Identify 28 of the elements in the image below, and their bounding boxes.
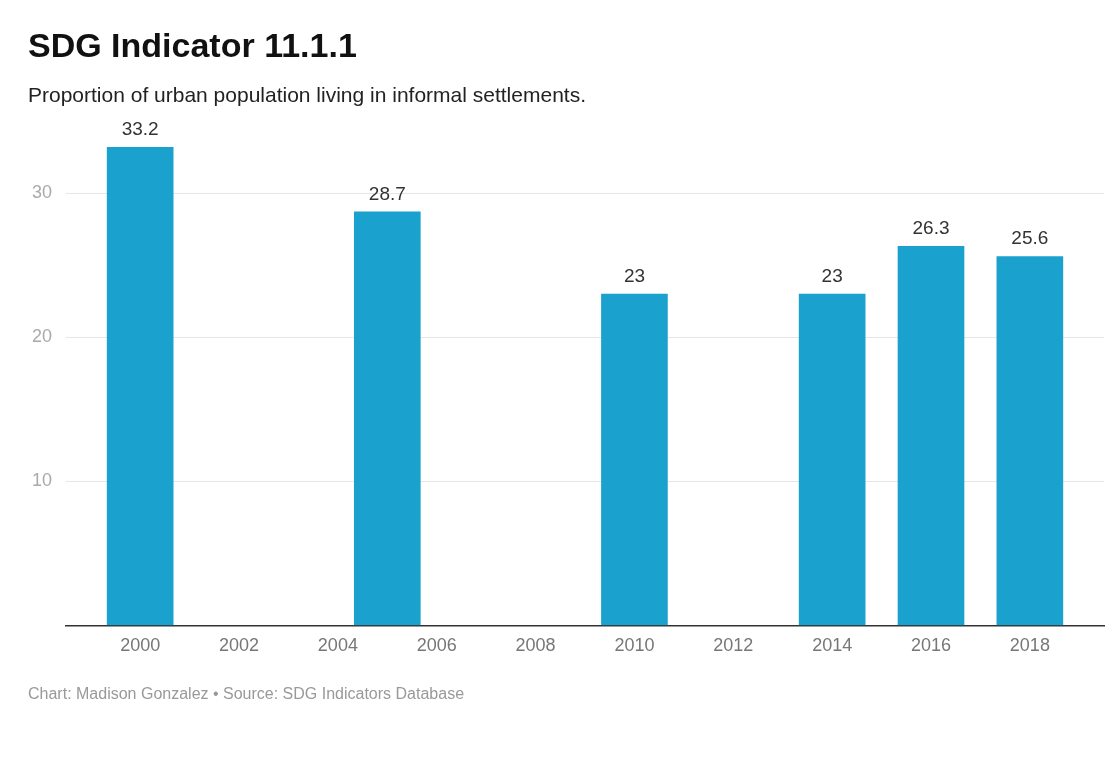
- x-tick-label: 2014: [812, 635, 853, 656]
- chart-subtitle: Proportion of urban population living in informal settlements.: [28, 83, 587, 107]
- x-tick-label: 2000: [120, 635, 161, 656]
- x-tick-label: 2002: [218, 635, 260, 656]
- x-tick-label: 2012: [713, 635, 754, 656]
- x-tick-label: 2004: [317, 635, 358, 656]
- bar: [996, 256, 1064, 626]
- x-tick-label: 2010: [614, 635, 655, 656]
- y-tick-label: 30: [31, 182, 53, 203]
- text: Chart: Madison Gonzalez • Source: SDG Indicators Database: [28, 685, 466, 703]
- x-tick-label: 2006: [416, 635, 457, 656]
- bar: [601, 293, 668, 626]
- data-label: 28.7: [368, 182, 406, 204]
- bar: [798, 293, 866, 626]
- data-label: 25.6: [1011, 227, 1049, 249]
- chart-title: SDG Indicator 11.1.1: [28, 26, 358, 65]
- bar: [106, 147, 174, 626]
- data-label: 26.3: [912, 217, 950, 239]
- y-tick-label: 20: [31, 326, 53, 347]
- x-tick-label: 2008: [515, 635, 556, 656]
- x-tick-label: 2016: [910, 635, 952, 656]
- data-label: 23: [623, 264, 646, 286]
- y-tick-label: 10: [31, 470, 53, 491]
- bar: [353, 211, 421, 626]
- data-label: 33.2: [121, 117, 159, 139]
- data-label: 23: [821, 264, 843, 286]
- bar: [897, 246, 965, 626]
- x-tick-label: 2018: [1009, 635, 1050, 656]
